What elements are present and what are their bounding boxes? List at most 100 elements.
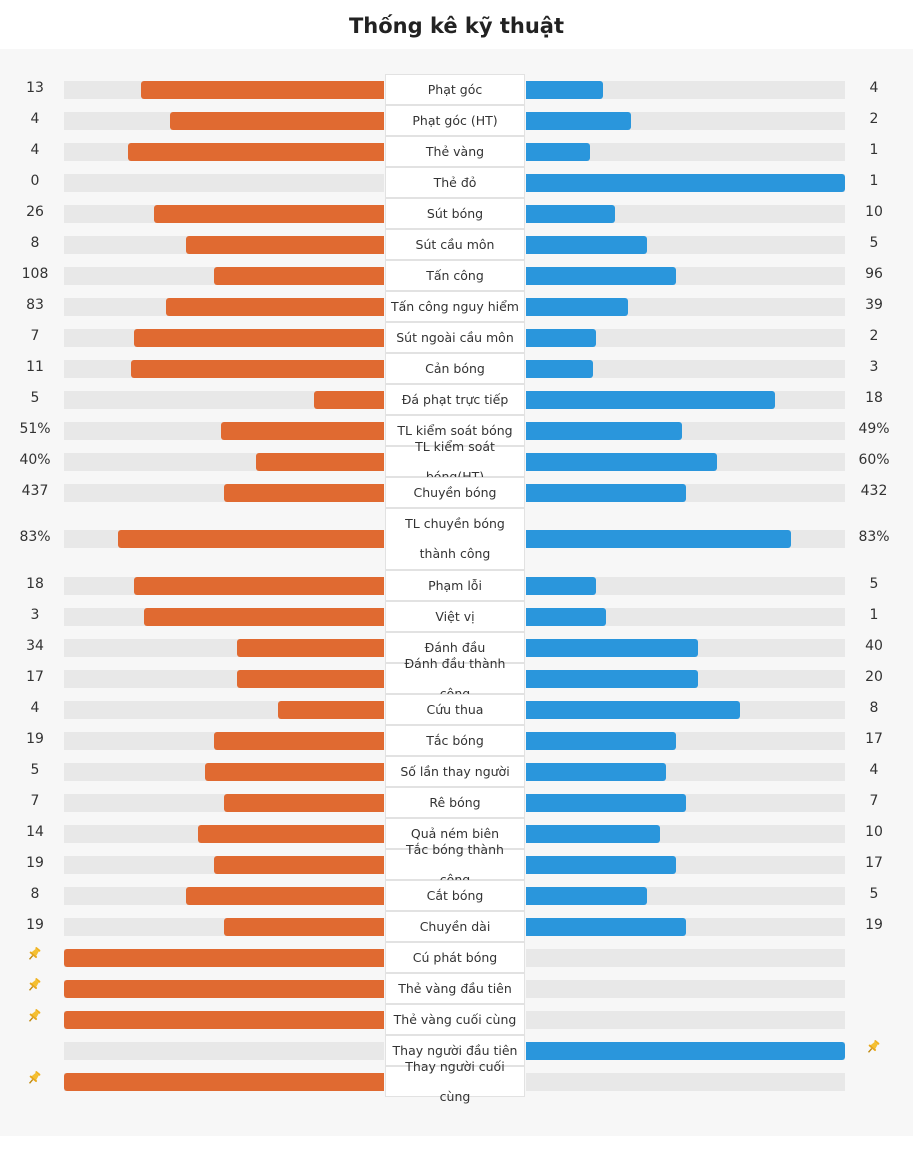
home-track: [64, 235, 384, 254]
stat-label: Thẻ vàng đầu tiên: [385, 973, 525, 1004]
away-value: 49%: [858, 420, 890, 437]
away-bar: [526, 1041, 845, 1060]
away-value: 4: [869, 761, 879, 778]
stat-label: Thay người cuối cùng: [385, 1059, 525, 1104]
stat-label: TL kiểm soát bóng(HT): [385, 439, 525, 484]
home-value: 19: [26, 916, 44, 933]
away-track: [526, 948, 845, 967]
stat-label: Thẻ đỏ: [385, 167, 525, 198]
away-track: [526, 576, 845, 595]
home-bar: [224, 917, 384, 936]
home-track: [64, 607, 384, 626]
pin-icon: [26, 946, 42, 962]
home-track: [64, 638, 384, 657]
away-value: 1: [869, 172, 879, 189]
home-value: 11: [26, 358, 44, 375]
away-track: [526, 700, 845, 719]
home-track: [64, 917, 384, 936]
home-value: 13: [26, 79, 44, 96]
home-value: 8: [30, 885, 40, 902]
away-value: 18: [865, 389, 883, 406]
home-value: 14: [26, 823, 44, 840]
home-track: [64, 297, 384, 316]
away-value: 2: [869, 327, 879, 344]
away-bar: [526, 452, 717, 471]
home-bar: [214, 266, 384, 285]
home-track: [64, 452, 384, 471]
home-bar: [214, 855, 384, 874]
stat-label: Sút cầu môn: [385, 229, 525, 260]
home-bar: [64, 948, 384, 967]
home-value: 7: [30, 327, 40, 344]
home-track: [64, 1072, 384, 1091]
pin-icon: [865, 1039, 881, 1055]
home-bar: [237, 669, 384, 688]
away-bar: [526, 359, 593, 378]
away-track: [526, 855, 845, 874]
stat-label: Phạt góc (HT): [385, 105, 525, 136]
stat-label: Chuyền bóng: [385, 477, 525, 508]
home-value: 4: [30, 141, 40, 158]
away-bar: [526, 793, 686, 812]
away-track: [526, 390, 845, 409]
home-track: [64, 328, 384, 347]
home-value: 40%: [19, 451, 51, 468]
away-bar: [526, 328, 596, 347]
stat-label: Phạt góc: [385, 74, 525, 105]
stat-label: Thẻ vàng cuối cùng: [385, 1004, 525, 1035]
away-track: [526, 142, 845, 161]
home-bar: [224, 483, 384, 502]
away-value: 4: [869, 79, 879, 96]
stat-label: Đá phạt trực tiếp: [385, 384, 525, 415]
stat-label: Tắc bóng: [385, 725, 525, 756]
home-value: 83%: [19, 529, 51, 545]
home-track: [64, 824, 384, 843]
away-track: [526, 483, 845, 502]
home-bar: [64, 1072, 384, 1091]
away-value: 17: [865, 854, 883, 871]
home-value: 5: [30, 761, 40, 778]
away-bar: [526, 235, 647, 254]
away-track: [526, 638, 845, 657]
away-value: 60%: [858, 451, 890, 468]
away-track: [526, 328, 845, 347]
stat-label: Tắc bóng thành công: [385, 842, 525, 887]
away-value: 19: [865, 916, 883, 933]
home-value: 7: [30, 792, 40, 809]
home-bar: [141, 80, 384, 99]
home-track: [64, 793, 384, 812]
away-bar: [526, 607, 606, 626]
away-bar: [526, 700, 740, 719]
away-bar: [526, 266, 676, 285]
home-bar: [134, 328, 384, 347]
away-bar: [526, 80, 603, 99]
away-bar: [526, 204, 615, 223]
stat-label: Quả ném biên: [385, 818, 525, 849]
away-bar: [526, 762, 666, 781]
away-value: 96: [865, 265, 883, 282]
home-value: 19: [26, 854, 44, 871]
stat-label: TL chuyền bóng thành công: [385, 508, 525, 570]
stat-label: Cú phát bóng: [385, 942, 525, 973]
home-bar: [186, 886, 384, 905]
away-bar: [526, 111, 631, 130]
home-value: 83: [26, 296, 44, 313]
home-value: 0: [30, 172, 40, 189]
stat-label: Số lần thay người: [385, 756, 525, 787]
home-bar: [118, 530, 384, 548]
home-track: [64, 80, 384, 99]
home-bar: [224, 793, 384, 812]
away-bar: [526, 824, 660, 843]
home-bar: [205, 762, 384, 781]
away-value: 5: [869, 885, 879, 902]
home-track: [64, 421, 384, 440]
away-track: [526, 1010, 845, 1029]
page-title: Thống kê kỹ thuật: [348, 14, 565, 38]
home-value: 437: [21, 482, 49, 499]
away-value: 2: [869, 110, 879, 127]
stat-label: Việt vị: [385, 601, 525, 632]
away-track: [526, 235, 845, 254]
pin-icon: [26, 1070, 42, 1086]
stat-label: Cắt bóng: [385, 880, 525, 911]
home-value: 108: [21, 265, 49, 282]
